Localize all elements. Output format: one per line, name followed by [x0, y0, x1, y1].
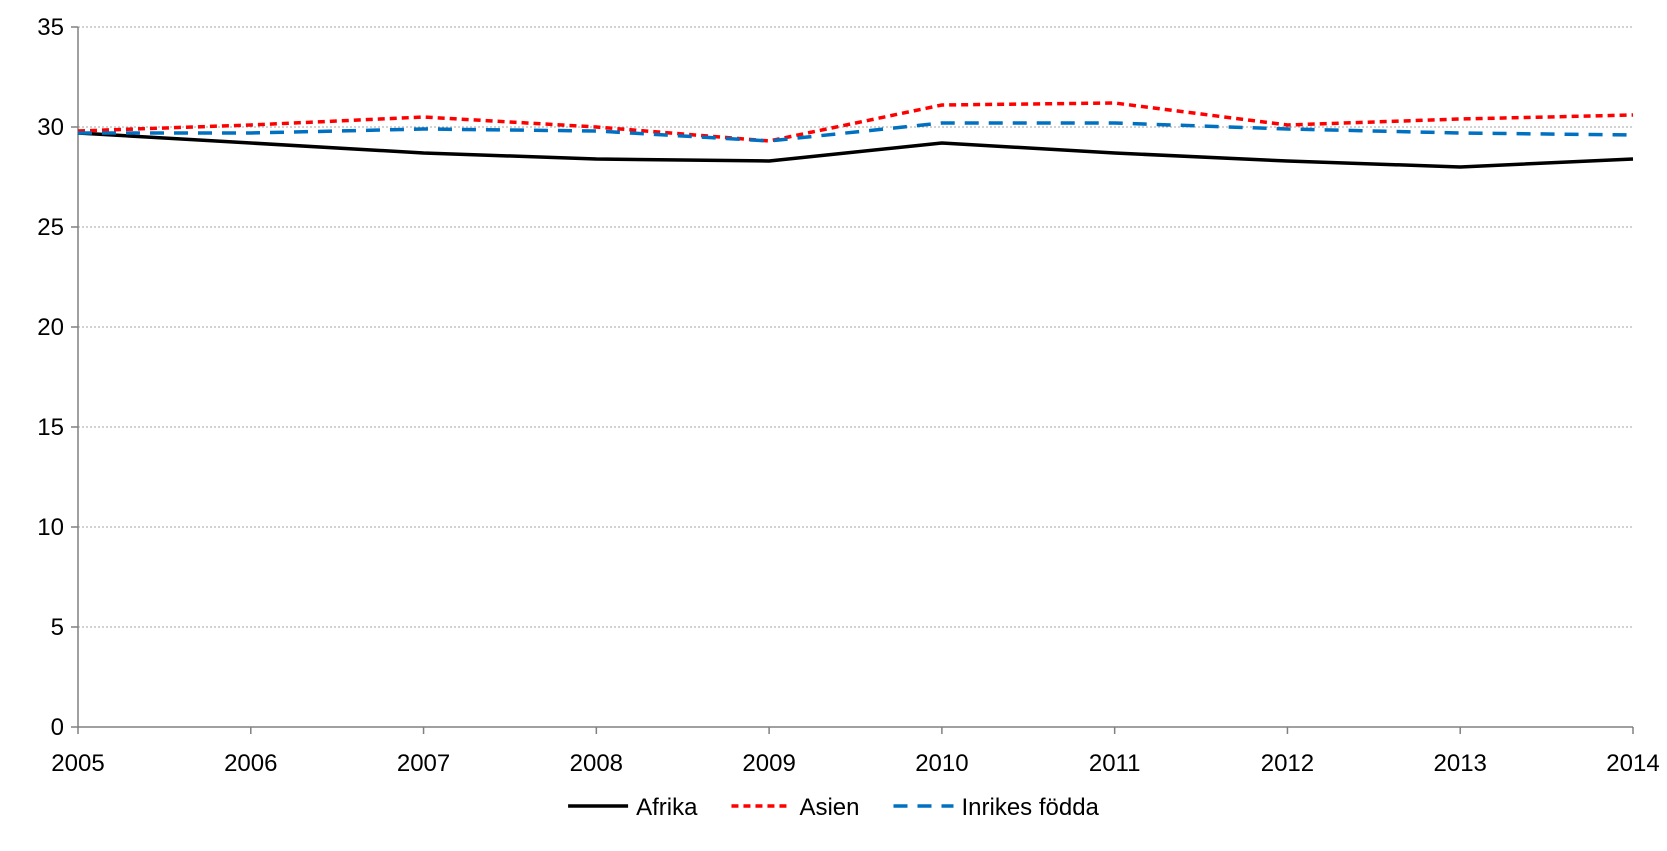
x-tick-label: 2007	[397, 750, 450, 777]
x-tick-label: 2012	[1261, 750, 1314, 777]
legend-item: Asien	[731, 794, 859, 821]
x-tick-label: 2011	[1089, 750, 1141, 777]
y-tick-label: 20	[37, 314, 64, 341]
x-axis-ticks: 2005 2006 2007 2008 2009 2010 2011 2012 2013 2014	[51, 727, 1660, 777]
series-line-inrikes-födda	[78, 121, 1634, 143]
x-tick-label: 2013	[1434, 750, 1487, 777]
y-axis-ticks: 0 5 10 15 20 25 30 35	[37, 14, 78, 741]
series-line-asien	[77, 101, 1634, 143]
legend-label: Asien	[799, 794, 859, 821]
y-tick-label: 15	[37, 414, 64, 441]
x-tick-label: 2005	[51, 750, 104, 777]
legend: Afrika Asien Inrikes födda	[568, 794, 1100, 821]
x-tick-label: 2009	[742, 750, 795, 777]
x-tick-label: 2010	[915, 750, 968, 777]
legend-label: Inrikes födda	[961, 794, 1099, 821]
y-tick-label: 0	[51, 714, 64, 741]
y-tick-label: 25	[37, 214, 64, 241]
x-tick-label: 2014	[1606, 750, 1659, 777]
y-tick-label: 10	[37, 514, 64, 541]
gridlines	[78, 26, 1633, 628]
y-tick-label: 35	[37, 14, 64, 41]
y-tick-label: 5	[51, 614, 64, 641]
series-line-afrika	[77, 131, 1634, 169]
legend-item: Inrikes födda	[893, 794, 1100, 821]
legend-label: Afrika	[636, 794, 698, 821]
series-lines	[77, 101, 1634, 169]
x-tick-label: 2008	[570, 750, 623, 777]
y-tick-label: 30	[37, 114, 64, 141]
x-tick-label: 2006	[224, 750, 277, 777]
axes	[77, 27, 1633, 728]
legend-item: Afrika	[568, 794, 698, 821]
